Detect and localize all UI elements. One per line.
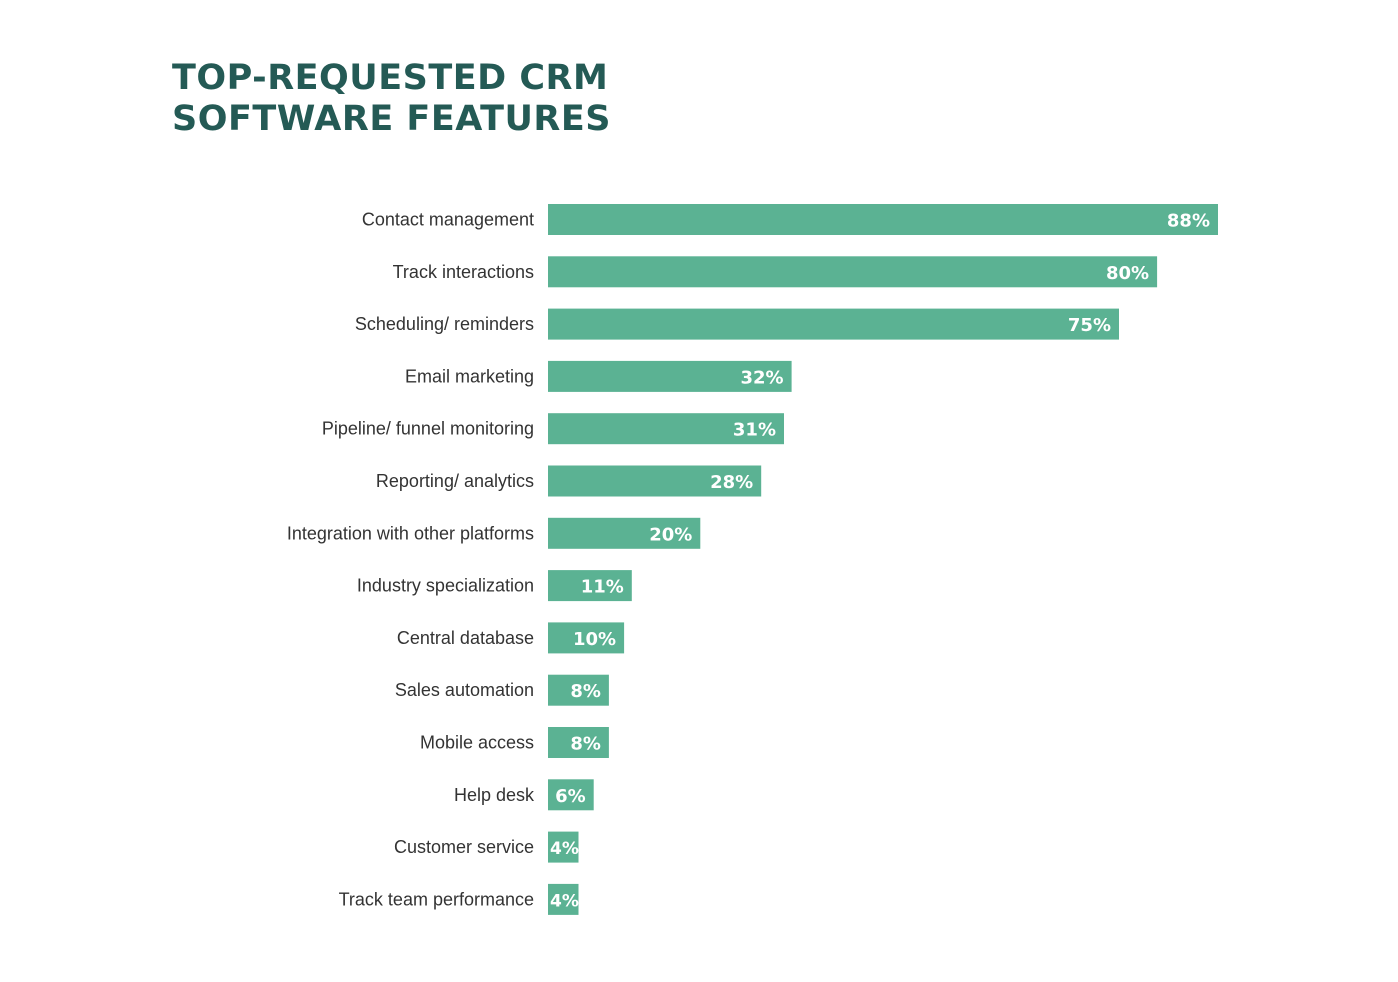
category-label: Integration with other platforms (287, 523, 534, 543)
category-label: Scheduling/ reminders (355, 314, 534, 334)
bars-layer: Contact management 88% Track interactions 8… (287, 204, 1218, 915)
value-label: 11% (581, 577, 624, 598)
chart-title: TOP-REQUESTED CRM SOFTWARE FEATURES (172, 58, 611, 140)
value-label: 28% (710, 472, 753, 493)
category-label: Reporting/ analytics (376, 471, 534, 491)
bar (548, 570, 632, 602)
value-label: 6% (555, 786, 586, 807)
bar (548, 674, 609, 706)
value-label: 31% (733, 420, 776, 441)
bar (548, 256, 1158, 288)
value-label: 20% (649, 524, 692, 545)
bar (548, 308, 1119, 340)
bar (548, 465, 762, 497)
bar (548, 517, 701, 549)
value-label: 8% (570, 734, 601, 755)
bar (548, 413, 784, 445)
bar (548, 727, 609, 758)
category-label: Track interactions (393, 262, 534, 282)
category-label: Help desk (454, 785, 535, 805)
value-label: 75% (1068, 315, 1111, 336)
value-label: 32% (741, 367, 784, 388)
bar (548, 360, 792, 392)
bar (548, 779, 594, 811)
category-label: Contact management (362, 210, 534, 230)
category-label: Pipeline/ funnel monitoring (322, 419, 534, 439)
category-label: Mobile access (420, 733, 534, 753)
value-label: 4% (550, 891, 579, 911)
bar (548, 204, 1218, 235)
bar (548, 622, 625, 654)
chart-title-line-2: SOFTWARE FEATURES (172, 99, 611, 139)
category-label: Track team performance (339, 889, 534, 909)
value-label: 8% (570, 681, 601, 702)
category-label: Email marketing (405, 366, 534, 386)
category-label: Industry specialization (357, 576, 534, 596)
value-label: 4% (550, 839, 579, 859)
value-label: 88% (1167, 211, 1210, 232)
category-label: Central database (397, 628, 534, 648)
value-label: 10% (573, 629, 616, 650)
bar (548, 831, 579, 863)
value-label: 80% (1106, 263, 1149, 284)
category-label: Customer service (394, 837, 534, 857)
bar (548, 883, 579, 915)
chart-title-line-1: TOP-REQUESTED CRM (172, 58, 609, 98)
category-label: Sales automation (395, 680, 534, 700)
